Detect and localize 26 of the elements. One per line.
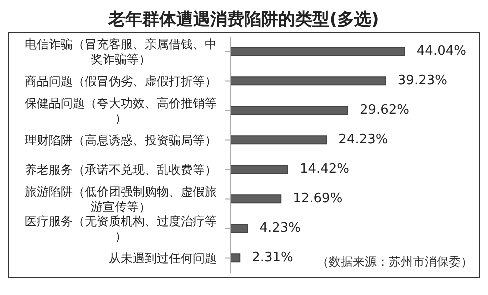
bar [231,254,241,263]
data-label: 4.23% [260,221,302,236]
bar [231,165,288,174]
bar [231,76,386,86]
bar [231,106,348,116]
bar [231,194,282,204]
data-label: 14.42% [300,162,350,178]
annotation: （数据来源：苏州市消保委） [317,254,473,271]
y-tick-label: 旅游陷阱（低价团强制购物、虚假旅游宣传等） [25,184,217,214]
chart-title: 老年群体遭遇消费陷阱的类型(多选) [107,9,380,32]
y-tick-label: 养老服务（承诺不兑现、乱收费等） [25,162,217,177]
data-label: 2.31% [252,250,294,266]
y-tick-label: 理财陷阱（高息诱惑、投资骗局等） [25,133,217,148]
y-tick-label: 从未遇到过任何问题 [109,251,217,266]
y-tick-label: 商品问题（假冒伪劣、虚假打折等） [25,74,217,88]
bar [231,136,328,145]
data-label: 24.23% [338,132,388,148]
data-label: 12.69% [293,192,343,207]
data-label: 39.23% [398,74,448,89]
y-tick-label: 电信诈骗（冒充客服、亲属借钱、中奖诈骗等） [25,37,217,66]
data-label: 44.04% [416,44,466,60]
bar [231,224,248,234]
y-tick-label: 医疗服务（无资质机构、过度治疗等） [25,214,217,244]
data-label: 29.62% [360,103,410,118]
bar [231,47,406,56]
y-tick-label: 保健品问题（夸大功效、高价推销等） [25,96,217,126]
